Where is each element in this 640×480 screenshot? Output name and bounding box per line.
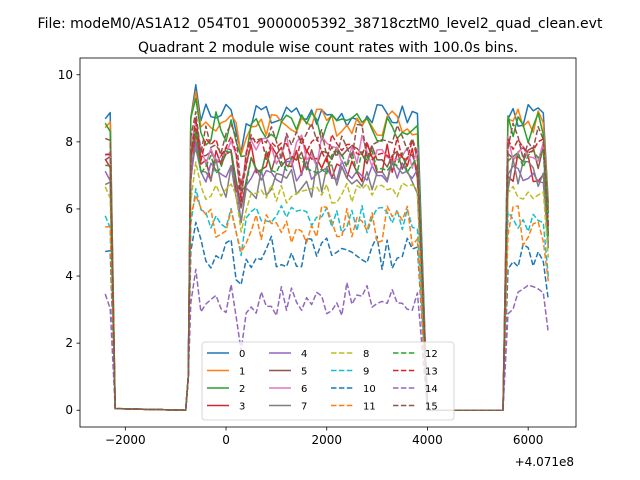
legend-label-5: 5	[301, 367, 307, 378]
legend-label-3: 3	[239, 402, 245, 413]
y-tick-label: 8	[65, 135, 73, 149]
x-tick-label: 4000	[412, 433, 443, 447]
legend-label-13: 13	[425, 367, 438, 378]
series-line-13	[105, 117, 550, 411]
x-tick-label: 6000	[513, 433, 544, 447]
series-line-12	[105, 131, 550, 411]
series-line-10	[105, 221, 550, 411]
x-axis-offset-label: +4.071e8	[515, 455, 574, 469]
legend-label-10: 10	[363, 384, 376, 395]
legend-label-7: 7	[301, 402, 307, 413]
y-tick-label: 4	[65, 269, 73, 283]
legend-label-9: 9	[363, 367, 369, 378]
legend-label-6: 6	[301, 384, 307, 395]
legend-label-1: 1	[239, 367, 245, 378]
y-tick-label: 10	[58, 68, 73, 82]
legend-label-12: 12	[425, 349, 438, 360]
y-tick-label: 2	[65, 336, 73, 350]
legend-label-15: 15	[425, 402, 438, 413]
legend-box	[201, 341, 455, 421]
x-tick-label: 0	[222, 433, 230, 447]
x-tick-label: 2000	[311, 433, 342, 447]
x-tick-label: −2000	[105, 433, 146, 447]
legend-label-2: 2	[239, 384, 245, 395]
chart-title: Quadrant 2 module wise count rates with …	[138, 40, 518, 56]
legend-label-11: 11	[363, 402, 376, 413]
y-tick-label: 0	[65, 403, 73, 417]
legend-label-8: 8	[363, 349, 369, 360]
series-line-14	[104, 268, 550, 411]
legend-label-14: 14	[425, 384, 438, 395]
legend-label-0: 0	[239, 349, 245, 360]
legend-label-4: 4	[301, 349, 307, 360]
axes-frame	[79, 57, 577, 428]
figure-suptitle: File: modeM0/AS1A12_054T01_9000005392_38…	[38, 16, 603, 32]
y-tick-label: 6	[65, 202, 73, 216]
